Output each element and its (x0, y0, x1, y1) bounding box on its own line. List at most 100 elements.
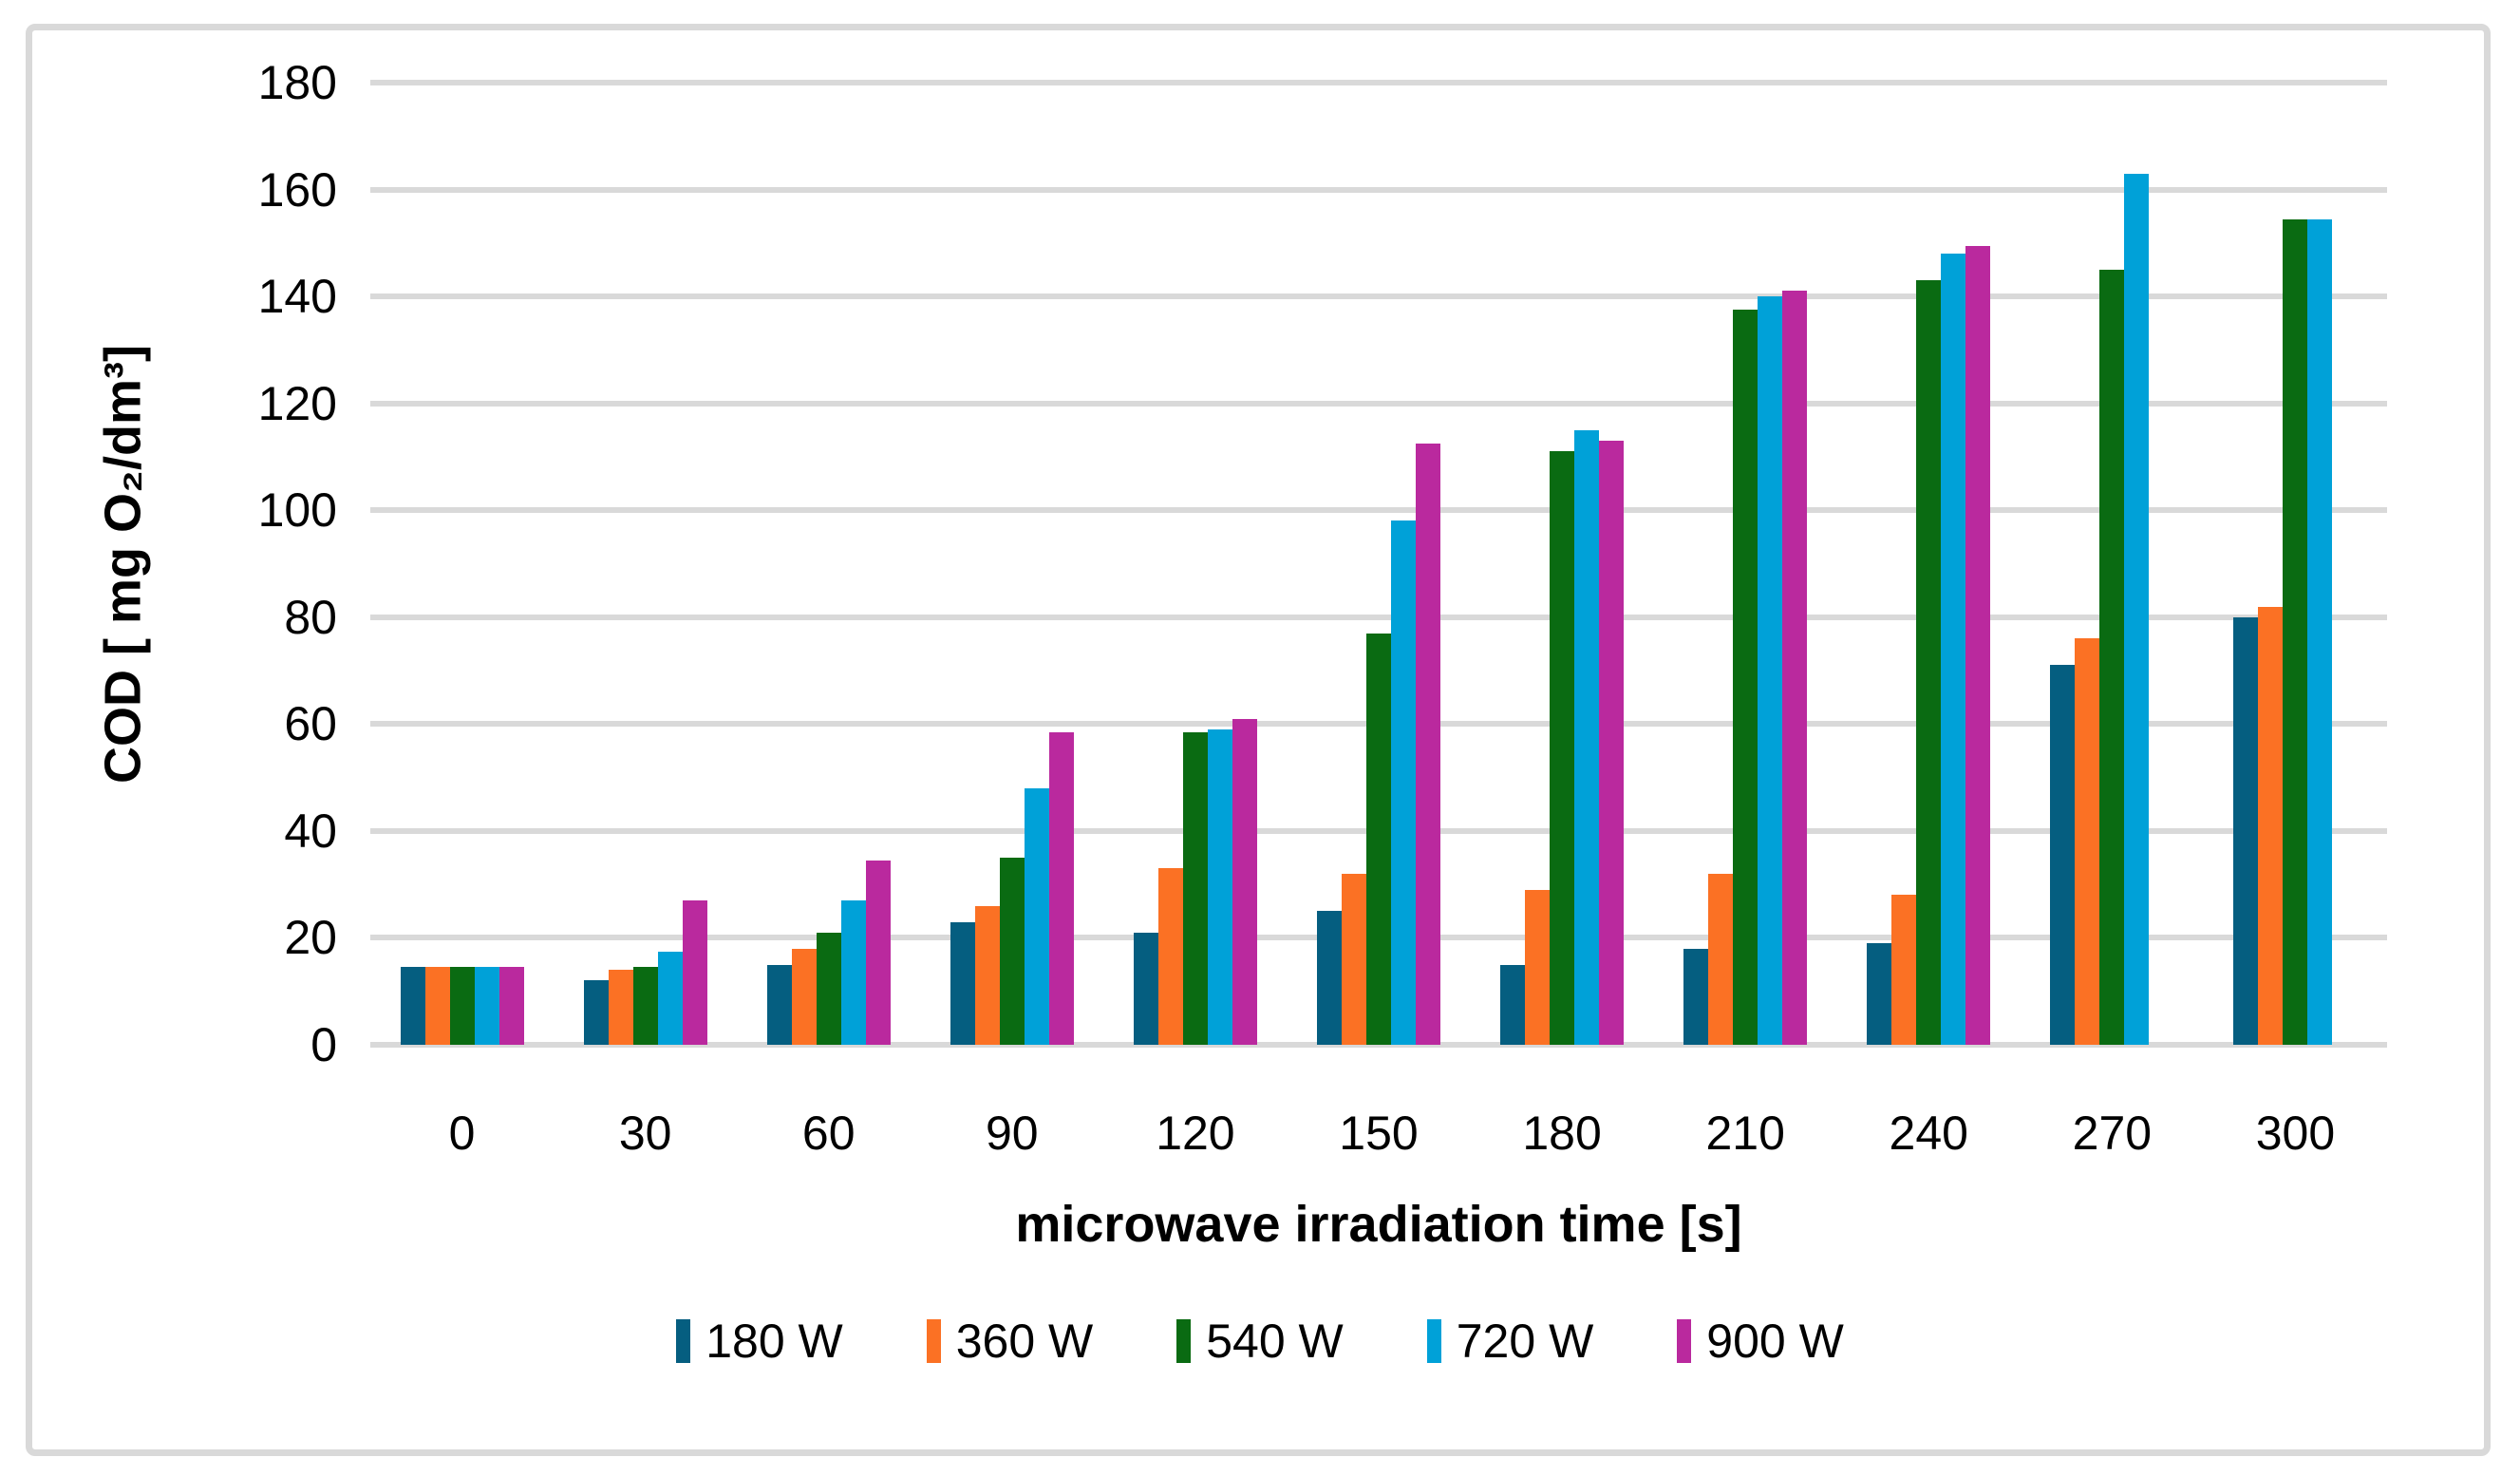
bar-540W-t120 (1182, 731, 1208, 1045)
y-tick-label-100: 100 (257, 483, 337, 538)
legend-swatch-900W (1677, 1319, 1692, 1363)
x-tick-label-120: 120 (1156, 1107, 1235, 1160)
bar-180W-t300 (2233, 616, 2259, 1045)
bar-540W-t30 (632, 967, 658, 1045)
x-tick-label-90: 90 (986, 1107, 1039, 1160)
x-tick-label-210: 210 (1705, 1107, 1785, 1160)
gridline-180 (370, 80, 2387, 85)
legend-swatch-180W (676, 1319, 691, 1363)
y-tick-label-140: 140 (257, 270, 337, 324)
bar-900W-t180 (1599, 441, 1625, 1045)
bar-540W-t150 (1366, 633, 1391, 1045)
legend-label-180W: 180 W (705, 1315, 843, 1368)
x-tick-label-60: 60 (801, 1107, 856, 1160)
legend-item-180W: 180 W (676, 1315, 843, 1368)
bar-540W-t240 (1916, 280, 1942, 1045)
y-tick-label-120: 120 (257, 376, 337, 430)
bar-540W-t300 (2283, 218, 2308, 1045)
y-tick-label-0: 0 (310, 1018, 337, 1071)
bar-180W-t120 (1133, 932, 1158, 1045)
gridline-100 (370, 507, 2387, 514)
legend-label-360W: 360 W (955, 1315, 1094, 1368)
x-tick-label-240: 240 (1889, 1107, 1968, 1160)
x-tick-label-180: 180 (1522, 1107, 1602, 1160)
x-tick-label-150: 150 (1339, 1107, 1419, 1160)
bar-360W-t120 (1157, 868, 1183, 1045)
bar-360W-t150 (1342, 873, 1366, 1045)
bar-720W-t0 (474, 967, 499, 1045)
bar-360W-t300 (2258, 606, 2284, 1045)
bar-540W-t60 (816, 932, 841, 1045)
y-tick-label-160: 160 (257, 162, 337, 217)
bar-720W-t120 (1207, 729, 1232, 1045)
x-tick-label-30: 30 (618, 1107, 672, 1160)
bar-900W-t60 (865, 860, 891, 1045)
bar-900W-t90 (1048, 731, 1074, 1045)
bar-180W-t180 (1500, 964, 1526, 1045)
bar-720W-t90 (1024, 787, 1049, 1045)
legend-swatch-720W (1426, 1319, 1441, 1363)
bar-180W-t90 (950, 921, 975, 1045)
bar-180W-t30 (583, 980, 609, 1045)
legend-item-720W: 720 W (1426, 1315, 1594, 1368)
legend: 180 W 360 W 540 W 720 W 900 W (0, 1315, 2520, 1368)
bar-900W-t120 (1232, 718, 1257, 1045)
y-tick-label-40: 40 (284, 804, 337, 858)
bar-540W-t270 (2099, 269, 2125, 1045)
bar-360W-t270 (2075, 638, 2100, 1045)
gridline-120 (370, 400, 2387, 407)
legend-label-540W: 540 W (1206, 1315, 1344, 1368)
x-tick-label-300: 300 (2255, 1107, 2336, 1160)
bar-360W-t210 (1708, 873, 1734, 1045)
gridline-80 (370, 614, 2387, 620)
bar-180W-t240 (1867, 943, 1892, 1045)
gridline-160 (370, 186, 2387, 193)
bar-540W-t0 (449, 967, 475, 1045)
x-tick-label-270: 270 (2072, 1107, 2153, 1160)
x-tick-label-0: 0 (448, 1107, 476, 1160)
bar-360W-t60 (791, 948, 817, 1045)
bar-720W-t300 (2307, 218, 2333, 1045)
gridline-140 (370, 293, 2387, 300)
bar-180W-t150 (1317, 911, 1342, 1045)
bar-540W-t180 (1550, 451, 1575, 1045)
gridline-0 (370, 1042, 2387, 1048)
bar-540W-t210 (1733, 310, 1758, 1045)
y-tick-label-80: 80 (284, 590, 337, 644)
bar-180W-t270 (2050, 665, 2076, 1045)
bar-900W-t150 (1416, 443, 1440, 1045)
bar-720W-t150 (1391, 520, 1416, 1045)
bar-900W-t0 (498, 967, 524, 1045)
bar-360W-t30 (608, 970, 633, 1045)
y-tick-label-180: 180 (257, 56, 337, 109)
y-tick-label-20: 20 (284, 911, 337, 965)
bar-720W-t180 (1574, 429, 1600, 1045)
x-axis-title: microwave irradiation time [s] (1015, 1196, 1742, 1253)
legend-label-900W: 900 W (1706, 1315, 1844, 1368)
legend-swatch-540W (1176, 1319, 1192, 1363)
bar-360W-t240 (1891, 895, 1917, 1045)
bar-900W-t240 (1965, 245, 1991, 1045)
bar-900W-t210 (1782, 291, 1808, 1045)
legend-item-360W: 360 W (926, 1315, 1094, 1368)
legend-item-540W: 540 W (1176, 1315, 1344, 1368)
bar-360W-t0 (424, 967, 450, 1045)
bar-180W-t210 (1683, 948, 1709, 1045)
bar-720W-t240 (1941, 254, 1966, 1045)
bar-360W-t90 (974, 905, 1000, 1045)
legend-label-720W: 720 W (1456, 1315, 1594, 1368)
bar-180W-t60 (766, 964, 792, 1045)
bar-720W-t210 (1758, 296, 1783, 1045)
bar-720W-t270 (2124, 173, 2150, 1045)
bar-900W-t30 (682, 900, 707, 1045)
bar-540W-t90 (999, 858, 1025, 1045)
legend-item-900W: 900 W (1677, 1315, 1844, 1368)
bar-360W-t180 (1525, 889, 1551, 1045)
legend-swatch-360W (926, 1319, 941, 1363)
bar-720W-t60 (840, 900, 866, 1045)
bar-180W-t0 (400, 967, 425, 1045)
bar-720W-t30 (657, 951, 683, 1045)
y-tick-label-60: 60 (284, 697, 337, 751)
